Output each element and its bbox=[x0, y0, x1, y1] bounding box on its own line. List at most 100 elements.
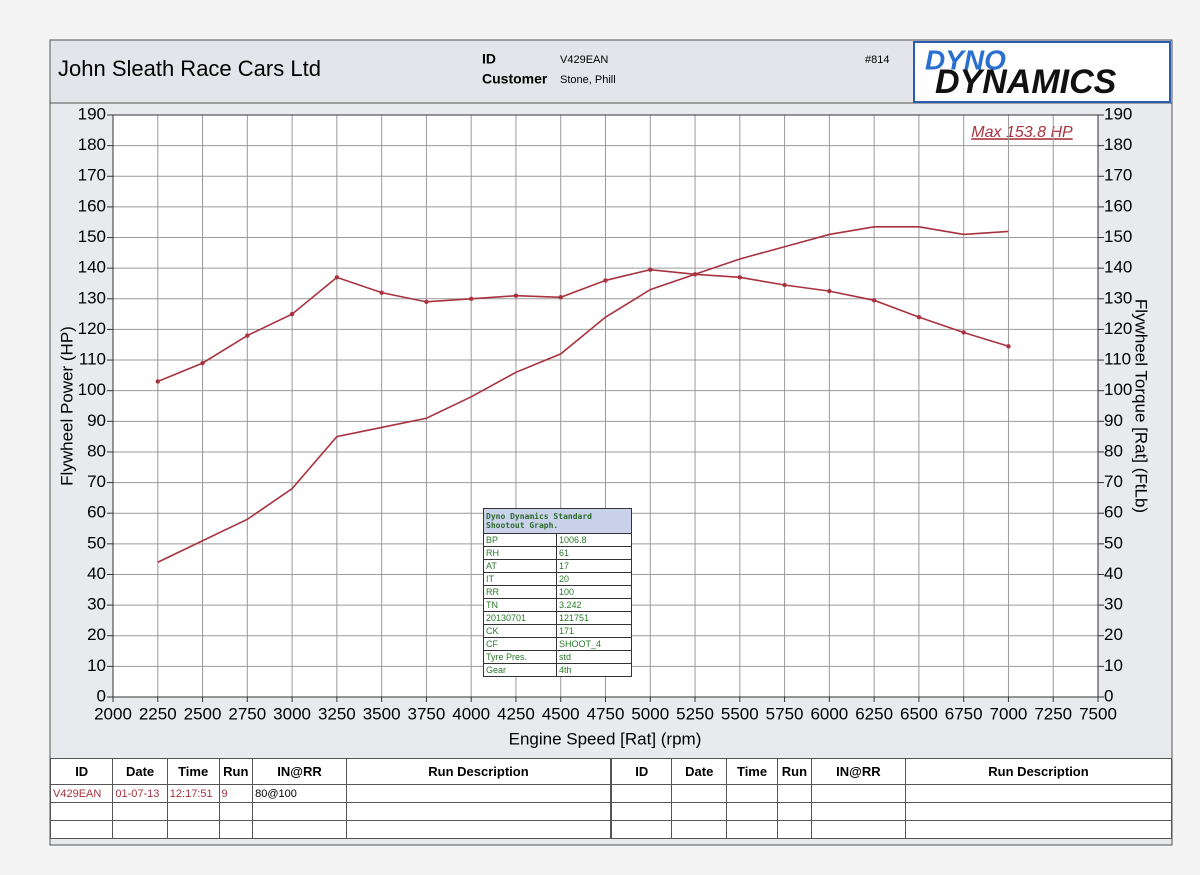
run-cell bbox=[112, 820, 168, 839]
info-row: Tyre Pres. std bbox=[483, 650, 633, 664]
run-cell: 9 bbox=[218, 784, 254, 803]
run-row bbox=[49, 802, 612, 821]
point bbox=[245, 333, 250, 338]
y2-tick-label: 170 bbox=[1104, 166, 1132, 185]
point bbox=[692, 272, 698, 277]
x-tick-label: 6750 bbox=[945, 704, 983, 723]
info-cell: 20 bbox=[555, 572, 633, 586]
info-cell: CK bbox=[483, 624, 557, 638]
point bbox=[737, 275, 743, 280]
y2-axis-title: Flywheel Torque [Rat] (FtLb) bbox=[1132, 299, 1151, 513]
point bbox=[916, 314, 922, 320]
point bbox=[648, 267, 653, 272]
x-tick-label: 7000 bbox=[990, 704, 1028, 723]
run-cell: 80@100 bbox=[252, 784, 347, 803]
y-tick-label: 100 bbox=[78, 380, 106, 399]
x-tick-label: 7500 bbox=[1079, 704, 1117, 723]
point bbox=[468, 296, 474, 301]
run-header: Time bbox=[166, 758, 220, 785]
y-tick-label: 130 bbox=[78, 288, 106, 307]
point bbox=[200, 360, 205, 366]
run-header: Run Description bbox=[905, 758, 1172, 785]
point bbox=[513, 293, 519, 298]
logo-box bbox=[913, 41, 1171, 103]
info-cell: 17 bbox=[555, 559, 633, 573]
y-tick-label: 190 bbox=[78, 104, 106, 123]
run-cell bbox=[726, 802, 779, 821]
x-tick-label: 2250 bbox=[139, 704, 177, 723]
y-tick-label: 150 bbox=[78, 227, 106, 246]
y-tick-label: 30 bbox=[87, 595, 106, 614]
point bbox=[558, 295, 563, 300]
y2-tick-label: 160 bbox=[1104, 196, 1132, 215]
run-cell bbox=[345, 784, 612, 803]
run-cell: 01-07-13 bbox=[112, 784, 168, 803]
y2-tick-label: 80 bbox=[1104, 441, 1123, 460]
run-cell: V429EAN bbox=[49, 784, 114, 803]
y-tick-label: 0 bbox=[97, 686, 106, 705]
y-tick-label: 180 bbox=[78, 135, 106, 154]
run-cell bbox=[49, 820, 114, 839]
y-tick-label: 70 bbox=[87, 472, 106, 491]
run-header: ID bbox=[49, 758, 114, 785]
point bbox=[782, 282, 787, 288]
y2-tick-label: 20 bbox=[1104, 625, 1123, 644]
run-cell bbox=[112, 802, 168, 821]
y2-tick-label: 10 bbox=[1104, 656, 1123, 675]
id-label: ID bbox=[482, 51, 496, 67]
info-cell: 100 bbox=[555, 585, 633, 599]
x-tick-label: 5750 bbox=[766, 704, 804, 723]
y2-tick-label: 40 bbox=[1104, 564, 1123, 583]
y-tick-label: 40 bbox=[87, 564, 106, 583]
run-cell bbox=[726, 784, 779, 803]
y-tick-label: 60 bbox=[87, 503, 106, 522]
run-header: Run bbox=[777, 758, 812, 785]
run-table-left: ID Date Time Run IN@RR Run Description V429EAN… bbox=[49, 758, 612, 839]
customer-value: Stone, Phill bbox=[560, 74, 616, 86]
max-annotation: Max 153.8 HP bbox=[971, 124, 1073, 141]
logo-top: DYNO bbox=[925, 44, 1006, 75]
y-tick-label: 170 bbox=[78, 166, 106, 185]
run-cell bbox=[610, 802, 673, 821]
info-cell: 171 bbox=[555, 624, 633, 638]
run-row bbox=[610, 802, 1172, 821]
run-cell bbox=[810, 802, 907, 821]
x-tick-label: 3250 bbox=[318, 704, 356, 723]
info-cell: SHOOT_4 bbox=[555, 637, 633, 651]
run-cell bbox=[810, 784, 907, 803]
report-number: #814 bbox=[865, 54, 889, 66]
x-tick-label: 2500 bbox=[184, 704, 222, 723]
info-row: IT 20 bbox=[483, 572, 633, 586]
y2-tick-label: 90 bbox=[1104, 411, 1123, 430]
x-tick-label: 2000 bbox=[94, 704, 132, 723]
y-tick-label: 20 bbox=[87, 625, 106, 644]
run-header-row: ID Date Time Run IN@RR Run Description bbox=[49, 758, 612, 785]
point bbox=[155, 379, 160, 384]
run-cell: 12:17:51 bbox=[166, 784, 220, 803]
info-cell: Tyre Pres. bbox=[483, 650, 557, 664]
y2-tick-label: 70 bbox=[1104, 472, 1123, 491]
run-header: IN@RR bbox=[252, 758, 347, 785]
info-row: RR 100 bbox=[483, 585, 633, 599]
curve bbox=[157, 226, 1009, 563]
run-header: Date bbox=[112, 758, 168, 785]
info-cell: 61 bbox=[555, 546, 633, 560]
point bbox=[424, 299, 429, 305]
y-tick-label: 50 bbox=[87, 533, 106, 552]
run-cell bbox=[671, 784, 728, 803]
info-cell: 20130701 bbox=[483, 611, 557, 625]
run-cell bbox=[810, 820, 907, 839]
run-header: Run Description bbox=[345, 758, 612, 785]
info-cell: RR bbox=[483, 585, 557, 599]
x-tick-label: 4000 bbox=[452, 704, 490, 723]
point bbox=[379, 290, 384, 295]
company: John Sleath Race Cars Ltd bbox=[58, 56, 321, 81]
run-cell bbox=[49, 802, 114, 821]
info-cell: 121751 bbox=[555, 611, 633, 625]
run-cell bbox=[345, 820, 612, 839]
x-tick-label: 4500 bbox=[542, 704, 580, 723]
x-tick-label: 5500 bbox=[721, 704, 759, 723]
x-tick-label: 6500 bbox=[900, 704, 938, 723]
